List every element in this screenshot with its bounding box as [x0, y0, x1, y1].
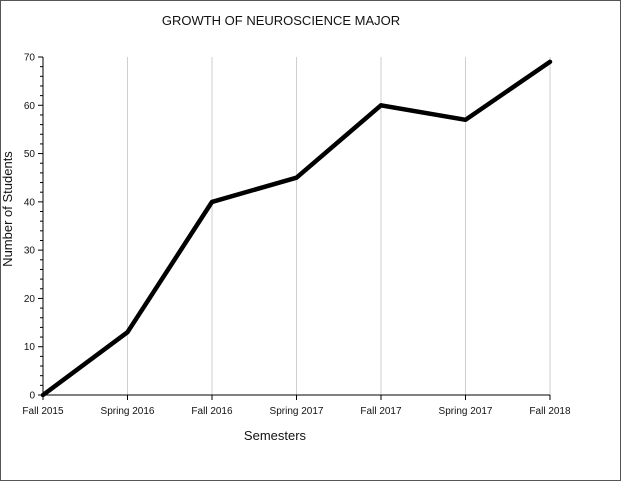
chart-title: GROWTH OF NEUROSCIENCE MAJOR: [162, 13, 400, 28]
series-line: [40, 59, 553, 398]
x-tick-label: Fall 2018: [529, 406, 571, 417]
x-tick-label: Spring 2017: [439, 406, 493, 417]
y-tick-label: 70: [24, 53, 36, 64]
x-tick-label: Fall 2016: [191, 406, 233, 417]
x-tick-label: Fall 2015: [22, 406, 64, 417]
y-tick-label: 60: [24, 101, 36, 112]
y-tick-label: 20: [24, 294, 36, 305]
x-tick-label: Spring 2016: [101, 406, 155, 417]
y-tick-label: 40: [24, 197, 36, 208]
y-tick-label: 10: [24, 342, 36, 353]
x-axis-label: Semesters: [244, 428, 307, 443]
y-tick-label: 30: [24, 246, 36, 257]
x-tick-label: Spring 2017: [270, 406, 324, 417]
y-tick-label: 0: [29, 391, 35, 402]
x-axis-ticks: Fall 2015 Spring 2016 Fall 2016 Spring 2017…: [22, 395, 571, 417]
y-axis-label: Number of Students: [0, 151, 15, 267]
y-axis-ticks: 0 10 20 30 40 50 60 70: [24, 53, 43, 402]
x-tick-label: Fall 2017: [360, 406, 402, 417]
vertical-gridlines: [127, 57, 551, 395]
y-tick-label: 50: [24, 149, 36, 160]
